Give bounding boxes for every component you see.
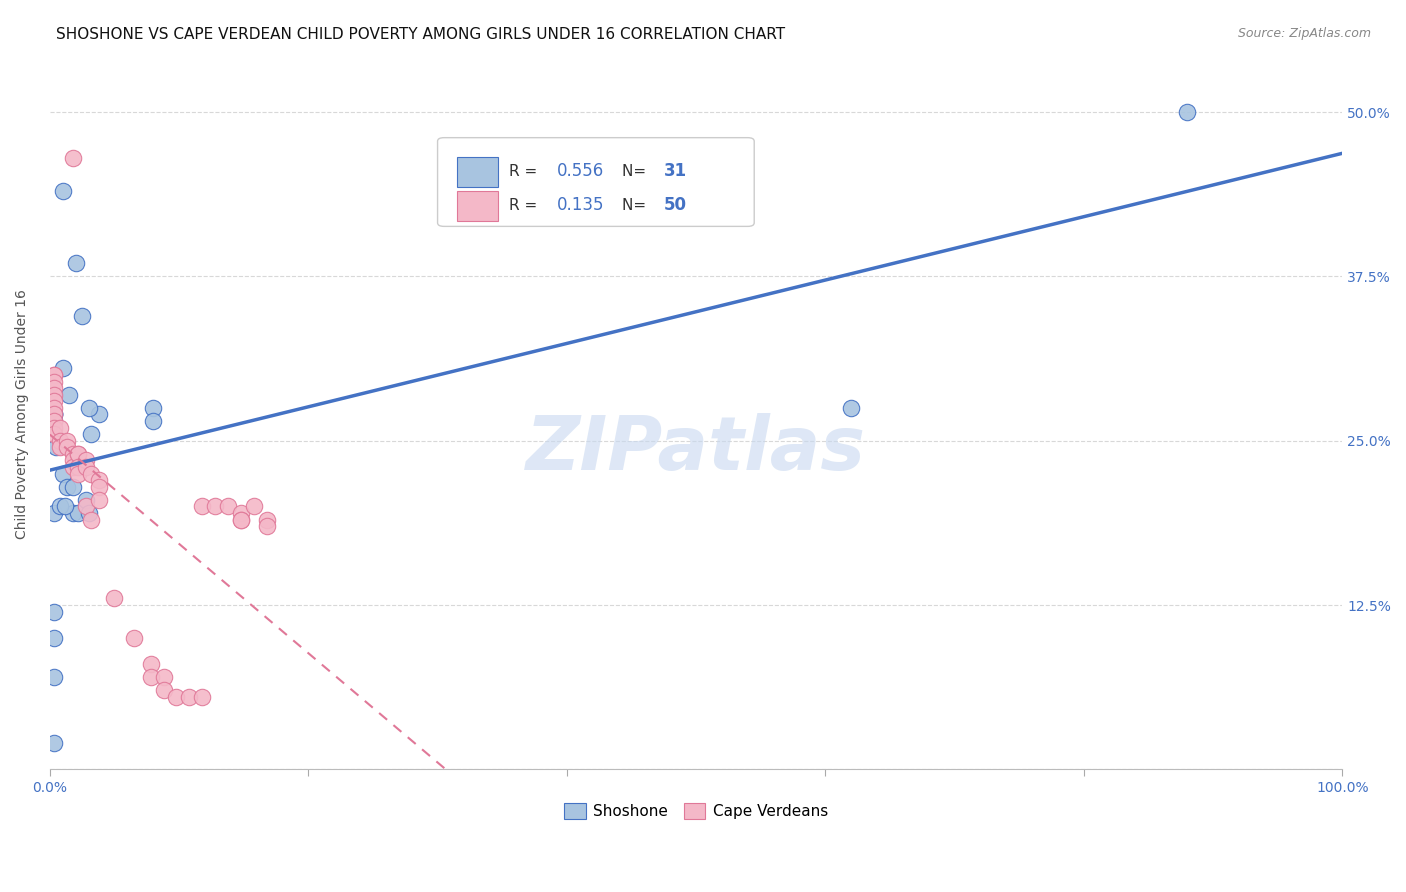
Point [42,401,65,415]
Point [42,414,65,428]
Point [62,460,84,475]
Point [217,500,239,514]
Point [67,460,90,475]
Point [62,447,84,461]
Point [67,447,90,461]
Point [42,408,65,422]
Point [42,670,65,684]
Point [87,408,110,422]
Point [62,151,84,165]
Point [67,506,90,520]
Point [42,427,65,442]
FancyBboxPatch shape [437,137,754,227]
Point [58,388,80,402]
Y-axis label: Child Poverty Among Girls Under 16: Child Poverty Among Girls Under 16 [15,290,30,540]
Point [55,480,77,494]
Point [42,605,65,619]
Text: 0.556: 0.556 [557,162,603,180]
Point [80,513,103,527]
Point [49,434,72,448]
Text: R =: R = [509,198,541,212]
Point [87,473,110,487]
Point [42,368,65,382]
Point [191,690,214,704]
Point [42,408,65,422]
Point [152,683,174,698]
Point [67,467,90,481]
Point [229,506,252,520]
Point [49,440,72,454]
Text: SHOSHONE VS CAPE VERDEAN CHILD POVERTY AMONG GIRLS UNDER 16 CORRELATION CHART: SHOSHONE VS CAPE VERDEAN CHILD POVERTY A… [56,27,786,42]
Point [52,361,75,376]
Point [142,414,165,428]
FancyBboxPatch shape [457,157,498,186]
Point [77,506,100,520]
Text: 0.135: 0.135 [557,196,605,214]
Point [152,670,174,684]
Point [53,500,76,514]
Point [55,440,77,454]
Text: 50: 50 [664,196,686,214]
Point [243,500,266,514]
Text: 31: 31 [664,162,688,180]
Point [42,388,65,402]
Point [42,381,65,395]
Point [42,368,65,382]
Point [139,670,162,684]
Point [839,401,862,415]
Text: ZIPatlas: ZIPatlas [526,413,866,486]
Legend: Shoshone, Cape Verdeans: Shoshone, Cape Verdeans [558,797,834,825]
Text: Source: ZipAtlas.com: Source: ZipAtlas.com [1237,27,1371,40]
Point [103,591,125,606]
Point [87,480,110,494]
Point [42,631,65,645]
Point [256,513,278,527]
Point [70,309,93,323]
Point [204,500,226,514]
Point [75,500,97,514]
Point [80,427,103,442]
Text: R =: R = [509,163,541,178]
Point [75,460,97,475]
Point [62,506,84,520]
Point [229,513,252,527]
Point [65,256,87,270]
Point [80,467,103,481]
Point [1175,105,1198,120]
Point [166,690,188,704]
Point [42,506,65,520]
Point [42,414,65,428]
Point [67,447,90,461]
Point [42,408,65,422]
Point [49,500,72,514]
Point [52,184,75,198]
Point [45,440,67,454]
Point [42,394,65,409]
Point [52,467,75,481]
FancyBboxPatch shape [457,191,498,220]
Point [62,453,84,467]
Point [229,513,252,527]
Point [87,492,110,507]
Point [42,408,65,422]
Point [49,420,72,434]
Point [42,736,65,750]
Point [179,690,201,704]
Text: N=: N= [623,198,651,212]
Point [42,375,65,389]
Point [191,500,214,514]
Point [77,401,100,415]
Point [142,401,165,415]
Point [75,492,97,507]
Point [62,480,84,494]
Point [75,453,97,467]
Point [122,631,145,645]
Text: N=: N= [623,163,651,178]
Point [42,420,65,434]
Point [139,657,162,672]
Point [55,434,77,448]
Point [256,519,278,533]
